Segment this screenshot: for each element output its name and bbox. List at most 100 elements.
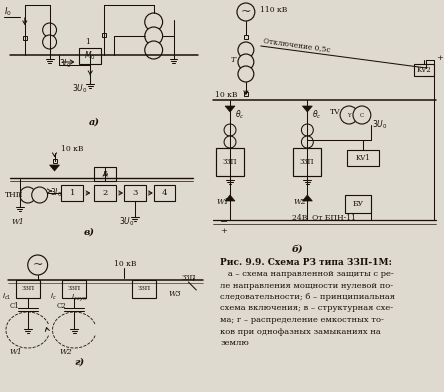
Text: C1: C1	[10, 302, 20, 310]
Text: Рис. 9.9. Схема РЗ типа ЗЗП-1М:: Рис. 9.9. Схема РЗ типа ЗЗП-1М:	[220, 258, 392, 267]
Text: W3: W3	[169, 290, 181, 298]
Circle shape	[28, 255, 48, 275]
Text: ~: ~	[32, 258, 43, 272]
Text: W1: W1	[216, 198, 229, 206]
Text: W2: W2	[293, 198, 306, 206]
Polygon shape	[225, 106, 235, 112]
Text: а – схема направленной защиты с ре-: а – схема направленной защиты с ре-	[220, 270, 394, 278]
Text: $I_{c\,сум}$: $I_{c\,сум}$	[71, 292, 88, 303]
Bar	[414, 64, 434, 76]
Bar	[124, 185, 146, 201]
Text: −: −	[220, 218, 228, 227]
Text: KV1: KV1	[356, 154, 370, 162]
Text: $3U_0$: $3U_0$	[372, 118, 387, 131]
Text: C: C	[360, 113, 364, 118]
Text: $\theta_c$: $\theta_c$	[312, 108, 322, 120]
Text: б): б)	[292, 245, 303, 254]
Text: 10 кВ: 10 кВ	[114, 260, 136, 268]
Text: $3U_0$: $3U_0$	[71, 82, 87, 94]
Text: ле направления мощности нулевой по-: ле направления мощности нулевой по-	[220, 281, 393, 290]
Bar	[52, 159, 56, 163]
Text: 10 кВ: 10 кВ	[61, 145, 84, 153]
Circle shape	[43, 35, 56, 49]
Text: г): г)	[74, 358, 84, 367]
Bar	[16, 280, 40, 298]
Text: 1: 1	[85, 38, 90, 46]
Circle shape	[238, 54, 254, 70]
Text: Отключение 0,5с: Отключение 0,5с	[263, 36, 331, 53]
Text: 3: 3	[132, 189, 138, 197]
Circle shape	[224, 124, 236, 136]
Polygon shape	[302, 106, 312, 112]
Text: 1: 1	[70, 189, 75, 197]
Bar	[345, 195, 371, 213]
Text: +: +	[220, 227, 227, 235]
Text: 4: 4	[162, 189, 167, 197]
Text: следовательности; б – принципиальная: следовательности; б – принципиальная	[220, 293, 395, 301]
Bar	[61, 185, 83, 201]
Text: $3I_0$: $3I_0$	[59, 57, 72, 69]
Text: ма; г – распределение емкостных то-: ма; г – распределение емкостных то-	[220, 316, 384, 324]
Circle shape	[224, 136, 236, 148]
Circle shape	[20, 187, 36, 203]
Text: $3U_0$: $3U_0$	[119, 215, 135, 227]
Text: 24В  От БПН-11: 24В От БПН-11	[293, 214, 357, 222]
Text: а): а)	[89, 118, 100, 127]
Text: 110 кВ: 110 кВ	[260, 6, 287, 14]
Circle shape	[301, 124, 313, 136]
Bar	[132, 280, 156, 298]
Bar	[244, 92, 248, 96]
Text: W2: W2	[59, 348, 72, 356]
Text: землю: землю	[220, 339, 249, 347]
Text: $I_0$: $I_0$	[4, 6, 12, 18]
Circle shape	[145, 41, 163, 59]
Text: Y: Y	[347, 113, 351, 118]
Text: $\theta_c$: $\theta_c$	[235, 108, 245, 120]
Text: $3I_0$: $3I_0$	[50, 186, 62, 198]
Text: TV: TV	[330, 108, 341, 116]
Text: ЗЗП: ЗЗП	[300, 158, 315, 166]
Bar	[79, 48, 101, 64]
Bar	[23, 36, 27, 40]
Text: ~: ~	[241, 5, 251, 18]
Text: W1: W1	[12, 218, 25, 226]
Text: ков при однофазных замыканиях на: ков при однофазных замыканиях на	[220, 327, 381, 336]
Circle shape	[238, 66, 254, 82]
Text: W1: W1	[10, 348, 23, 356]
Text: 2: 2	[103, 189, 108, 197]
Text: 10 кВ: 10 кВ	[215, 91, 238, 99]
Circle shape	[301, 136, 313, 148]
Bar	[216, 148, 244, 176]
Bar	[102, 33, 106, 37]
Bar	[63, 280, 86, 298]
Text: ЗЗП: ЗЗП	[137, 287, 151, 292]
Circle shape	[353, 106, 371, 124]
Circle shape	[238, 42, 254, 58]
Text: KV2: KV2	[417, 66, 432, 74]
Text: ЗЗП: ЗЗП	[21, 287, 34, 292]
Bar	[94, 185, 116, 201]
Text: ЗЗП: ЗЗП	[68, 287, 81, 292]
Circle shape	[32, 187, 48, 203]
Text: $I_{c1}$: $I_{c1}$	[2, 292, 12, 302]
Polygon shape	[302, 195, 312, 201]
Circle shape	[237, 3, 255, 21]
Text: +: +	[436, 54, 443, 62]
Circle shape	[145, 27, 163, 45]
Circle shape	[43, 23, 56, 37]
Text: БУ: БУ	[353, 200, 364, 208]
Bar	[347, 150, 379, 166]
Text: в): в)	[84, 228, 95, 237]
Text: 5: 5	[103, 170, 108, 178]
Text: схема включения; в – структурная схе-: схема включения; в – структурная схе-	[220, 305, 393, 312]
Bar	[94, 167, 116, 181]
Bar	[293, 148, 321, 176]
Circle shape	[340, 106, 358, 124]
Text: ЗЗП: ЗЗП	[182, 274, 196, 282]
Circle shape	[145, 13, 163, 31]
Text: $M_0$: $M_0$	[84, 50, 96, 62]
Bar	[244, 35, 248, 39]
Bar	[154, 185, 175, 201]
Text: T: T	[231, 56, 236, 64]
Polygon shape	[225, 195, 235, 201]
